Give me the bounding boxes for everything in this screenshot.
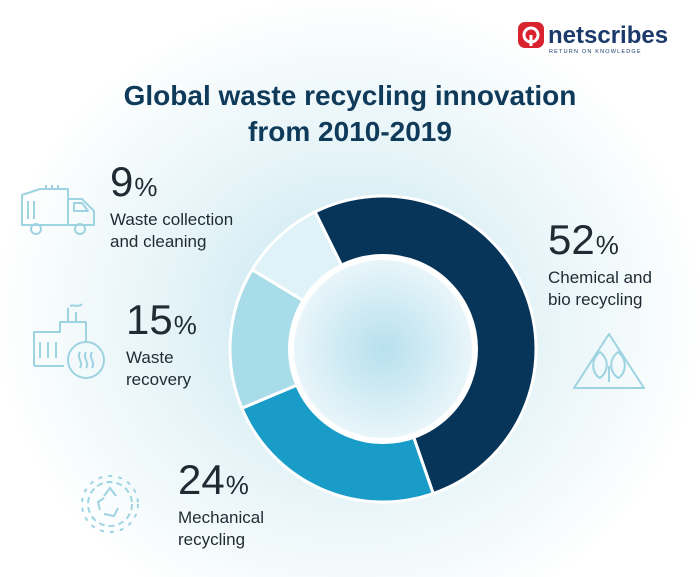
label-chemical-line1: Chemical and: [548, 268, 652, 287]
label-mechanical-line1: Mechanical: [178, 508, 264, 527]
label-recovery-sign: %: [173, 310, 197, 340]
label-recovery-percent: 15%: [126, 298, 286, 347]
label-mechanical: 24% Mechanical recycling: [178, 458, 338, 551]
label-recovery-value: 15: [126, 296, 173, 343]
factory-heat-icon: [33, 303, 105, 379]
label-recovery-line2: recovery: [126, 370, 192, 389]
netscribes-logo: netscribes RETURN ON KNOWLEDGE: [518, 22, 668, 55]
recycle-leaves-icon: [573, 333, 645, 389]
label-mechanical-value: 24: [178, 456, 225, 503]
brand-name: netscribes: [548, 22, 668, 49]
chart-title-line1: Global waste recycling innovation: [123, 80, 577, 111]
label-chemical-sign: %: [595, 230, 619, 260]
label-chemical-percent: 52%: [548, 218, 700, 267]
label-collection-value: 9: [110, 158, 134, 205]
donut-hole: [288, 254, 478, 444]
label-collection-sign: %: [134, 172, 158, 202]
label-mechanical-percent: 24%: [178, 458, 338, 507]
garbage-truck-icon: [21, 185, 95, 235]
label-mechanical-sign: %: [225, 470, 249, 500]
label-chemical-value: 52: [548, 216, 595, 263]
chart-title-line2: from 2010-2019: [248, 116, 452, 147]
label-chemical-line2: bio recycling: [548, 290, 643, 309]
chart-title: Global waste recycling innovation from 2…: [0, 78, 700, 150]
label-collection-percent: 9%: [110, 160, 270, 209]
label-collection: 9% Waste collection and cleaning: [110, 160, 270, 253]
label-recovery-line1: Waste: [126, 348, 174, 367]
label-collection-line1: Waste collection: [110, 210, 234, 229]
netscribes-logo-mark: [518, 22, 544, 48]
gear-recycle-icon: [81, 475, 139, 533]
label-mechanical-line2: recycling: [178, 530, 246, 549]
label-recovery: 15% Waste recovery: [126, 298, 286, 391]
label-collection-line2: and cleaning: [110, 232, 207, 251]
label-chemical: 52% Chemical and bio recycling: [548, 218, 700, 311]
brand-tagline: RETURN ON KNOWLEDGE: [549, 49, 642, 55]
